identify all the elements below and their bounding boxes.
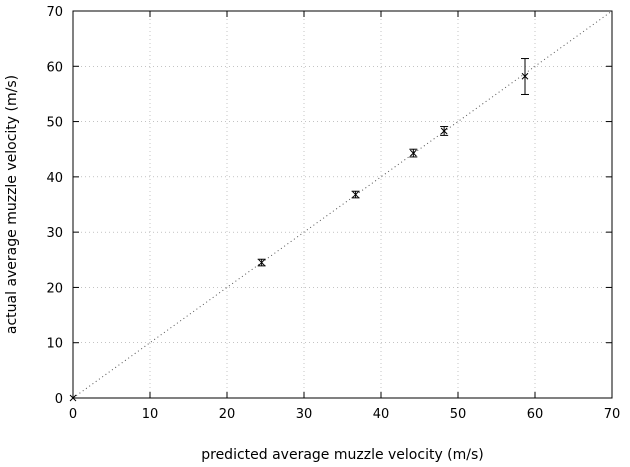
y-tick-label: 60	[46, 60, 63, 75]
y-tick-labels: 0 10 20 30 40 50 60 70	[46, 5, 63, 407]
data-point	[520, 58, 529, 95]
point-marker	[409, 149, 417, 157]
x-axis-label: predicted average muzzle velocity (m/s)	[201, 447, 484, 463]
point-marker	[352, 191, 359, 198]
y-tick-label: 20	[46, 281, 63, 296]
point-marker	[521, 72, 529, 80]
x-tick-label: 40	[373, 407, 390, 422]
x-tick-label: 50	[450, 407, 467, 422]
x-tick-label: 10	[142, 407, 159, 422]
y-tick-label: 50	[46, 116, 63, 131]
x-tick-label: 20	[219, 407, 236, 422]
data-point	[257, 258, 266, 267]
x-tick-labels: 0 10 20 30 40 50 60 70	[69, 407, 620, 422]
x-tick-label: 30	[296, 407, 313, 422]
y-axis-label: actual average muzzle velocity (m/s)	[4, 75, 20, 334]
y-tick-label: 70	[46, 5, 63, 20]
x-tick-label: 70	[604, 407, 621, 422]
y-tick-label: 30	[46, 226, 63, 241]
data-points	[69, 58, 529, 402]
x-tick-label: 0	[69, 407, 77, 422]
data-point	[69, 394, 77, 402]
data-point	[351, 190, 360, 199]
x-tick-label: 60	[527, 407, 544, 422]
grid	[73, 11, 612, 398]
axis-ticks	[72, 10, 613, 399]
point-marker	[69, 394, 77, 402]
point-marker	[440, 127, 448, 135]
plot-frame	[72, 10, 613, 399]
data-point	[440, 126, 449, 136]
data-point	[409, 148, 418, 158]
point-marker	[258, 259, 266, 266]
y-tick-label: 40	[46, 171, 63, 186]
reference-line-y-equals-x	[72, 10, 613, 399]
y-tick-label: 0	[55, 392, 63, 407]
y-tick-label: 10	[46, 337, 63, 352]
